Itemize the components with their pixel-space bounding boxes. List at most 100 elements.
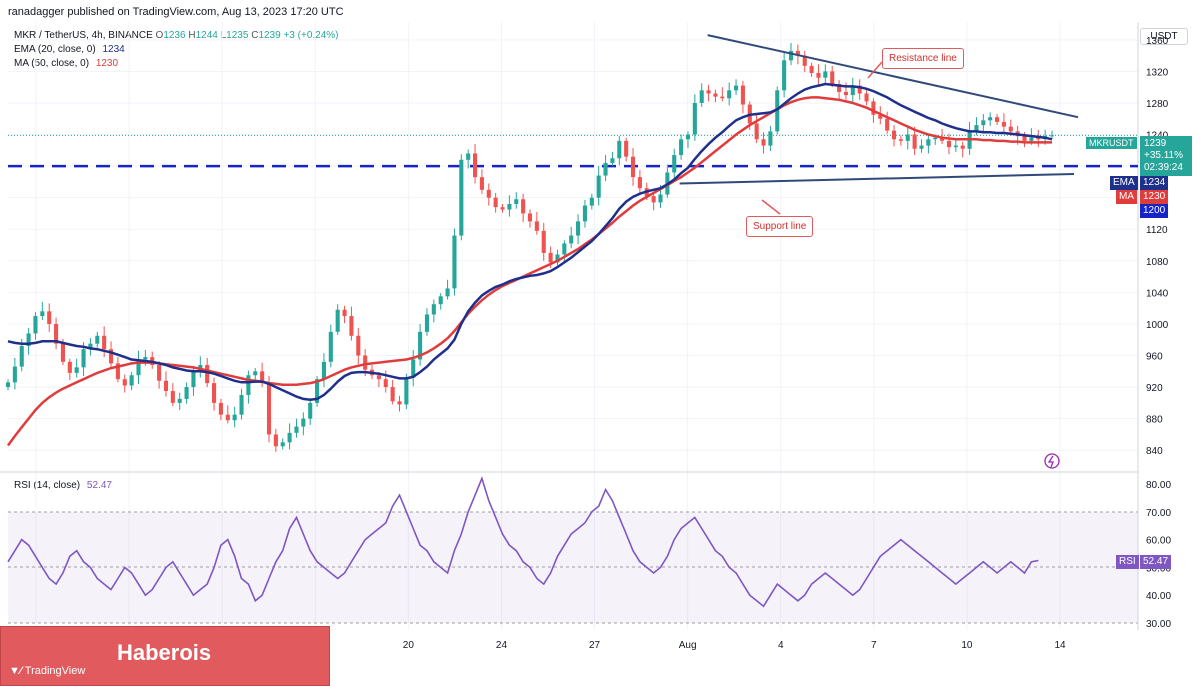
support-callout-pointer — [761, 199, 781, 215]
candle-body — [218, 402, 223, 415]
low-value: 1235 — [226, 30, 249, 41]
symbol-price-tag: MKRUSDT — [1086, 137, 1137, 149]
level-axis-value: 1200 — [1140, 204, 1169, 218]
candle-body — [253, 371, 258, 376]
ma-axis-value: 1230 — [1140, 190, 1169, 204]
tradingview-logo-icon: ▼⁄ — [9, 665, 25, 677]
candle-body — [713, 93, 718, 97]
candle-body — [225, 414, 230, 421]
candle-body — [191, 371, 196, 388]
candle-body — [390, 387, 395, 402]
candle-body — [12, 366, 17, 383]
ma-axis-label: MA — [1116, 190, 1137, 204]
candle-body — [47, 311, 52, 324]
candle-body — [740, 85, 745, 105]
rsi-line[interactable] — [7, 476, 1039, 608]
candle-body — [294, 426, 299, 433]
candle-body — [802, 55, 807, 66]
candle-body — [898, 139, 903, 141]
candle-body — [960, 145, 965, 149]
candle-body — [576, 221, 581, 236]
candle-body — [843, 91, 848, 96]
candle-body — [1029, 137, 1034, 141]
symbol-legend: MKR / TetherUS, 4h, BINANCE O1236 H1244 … — [14, 30, 339, 41]
candle-body — [933, 137, 938, 140]
candle-body — [637, 177, 642, 189]
rsi-legend[interactable]: RSI (14, close) 52.47 — [14, 480, 112, 491]
ema-legend[interactable]: EMA (20, close, 0) 1234 — [14, 44, 125, 55]
candle-body — [514, 199, 519, 204]
candle-body — [823, 71, 828, 78]
support-annotation[interactable]: Support line — [746, 216, 814, 237]
candle-body — [404, 377, 409, 405]
candle-body — [363, 355, 368, 370]
support-trendline[interactable] — [679, 173, 1075, 185]
candle-body — [761, 139, 766, 146]
candle-body — [857, 85, 862, 94]
candle-body — [919, 145, 924, 149]
candle-body — [67, 361, 72, 373]
rsi-tick-label: 70.00 — [1146, 508, 1171, 519]
rsi-tick-label: 60.00 — [1146, 536, 1171, 547]
ma50-line[interactable] — [6, 96, 1052, 447]
resistance-trendline[interactable] — [707, 34, 1079, 119]
change-value: +3 (+0.24%) — [283, 30, 339, 41]
last-price-box: 1239 +35.11% 02:39:24 — [1140, 136, 1192, 176]
price-tick-label: 840 — [1146, 446, 1163, 457]
ema-legend-value: 1234 — [102, 44, 125, 55]
time-tick-label: 7 — [871, 640, 877, 651]
candle-body — [850, 85, 855, 96]
ma-legend[interactable]: MA (50, close, 0) 1230 — [14, 58, 118, 69]
candle-body — [500, 207, 505, 210]
candle-body — [672, 155, 677, 173]
candle-body — [1036, 137, 1041, 140]
candle-body — [988, 117, 993, 121]
lightning-icon[interactable] — [1044, 453, 1060, 469]
candle-body — [830, 71, 835, 85]
candle-body — [891, 130, 897, 140]
candle-body — [555, 254, 560, 263]
candle-body — [534, 221, 539, 231]
candle-body — [651, 196, 656, 203]
candle-body — [905, 134, 910, 141]
open-value: 1236 — [163, 30, 186, 41]
candle-body — [548, 252, 553, 263]
candle-body — [734, 85, 739, 91]
candle-body — [617, 140, 622, 159]
candle-body — [411, 359, 416, 378]
ema-legend-label: EMA (20, close, 0) — [14, 44, 96, 55]
candle-body — [115, 363, 120, 380]
candle-body — [569, 235, 574, 244]
resistance-callout-pointer — [867, 61, 883, 79]
candle-body — [170, 391, 175, 403]
candle-body — [95, 335, 100, 344]
candle-body — [328, 331, 333, 362]
ema-axis-value: 1234 — [1140, 176, 1169, 190]
candle-body — [246, 375, 251, 395]
candle-body — [81, 349, 86, 368]
price-tick-label: 960 — [1146, 352, 1163, 363]
candle-body — [782, 60, 787, 91]
candle-body — [19, 346, 24, 367]
candle-body — [301, 418, 306, 427]
candle-body — [431, 304, 436, 315]
high-value: 1244 — [195, 30, 218, 41]
candle-body — [266, 383, 272, 435]
time-tick-label: 20 — [403, 640, 415, 651]
candle-body — [424, 314, 430, 332]
candle-body — [315, 379, 320, 403]
candle-body — [885, 118, 890, 131]
candle-body — [260, 371, 265, 384]
candle-body — [809, 65, 814, 73]
rsi-tick-label: 80.00 — [1146, 480, 1171, 491]
ema20-line[interactable] — [7, 82, 1053, 401]
currency-button[interactable]: USDT — [1140, 28, 1188, 45]
resistance-annotation[interactable]: Resistance line — [882, 48, 964, 69]
candle-body — [775, 90, 780, 132]
candle-body — [184, 387, 189, 399]
candle-body — [33, 316, 38, 334]
watermark-banner: Haberois ▼⁄ TradingView — [0, 626, 330, 686]
candle-body — [720, 96, 725, 99]
tradingview-logo-text: TradingView — [24, 665, 86, 677]
